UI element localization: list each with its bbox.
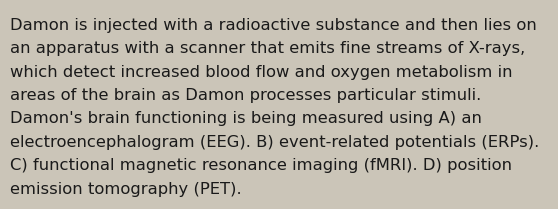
Text: an apparatus with a scanner that emits fine streams of X-rays,: an apparatus with a scanner that emits f… — [10, 41, 525, 56]
Text: which detect increased blood flow and oxygen metabolism in: which detect increased blood flow and ox… — [10, 65, 513, 80]
Text: Damon is injected with a radioactive substance and then lies on: Damon is injected with a radioactive sub… — [10, 18, 537, 33]
Text: Damon's brain functioning is being measured using A) an: Damon's brain functioning is being measu… — [10, 111, 482, 126]
Text: C) functional magnetic resonance imaging (fMRI). D) position: C) functional magnetic resonance imaging… — [10, 158, 512, 173]
Text: areas of the brain as Damon processes particular stimuli.: areas of the brain as Damon processes pa… — [10, 88, 482, 103]
Text: electroencephalogram (EEG). B) event-related potentials (ERPs).: electroencephalogram (EEG). B) event-rel… — [10, 135, 539, 150]
Text: emission tomography (PET).: emission tomography (PET). — [10, 182, 242, 197]
